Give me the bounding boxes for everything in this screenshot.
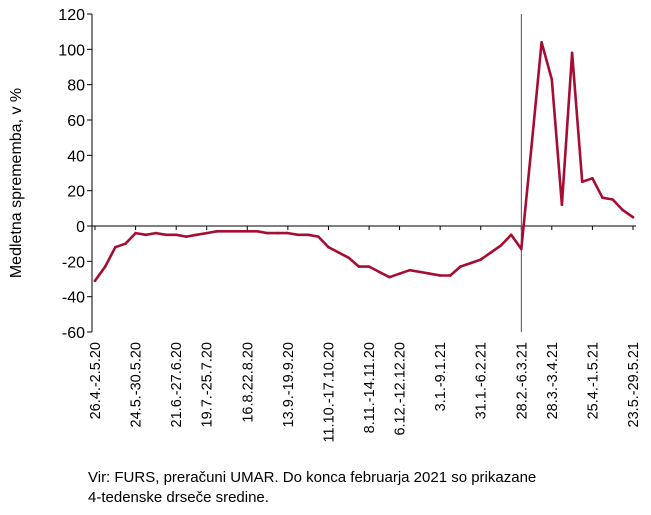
- y-tick-label: -40: [62, 290, 85, 307]
- data-point: [398, 272, 401, 276]
- data-point: [357, 265, 361, 268]
- data-point: [479, 258, 483, 261]
- data-point: [276, 231, 280, 235]
- data-point: [530, 145, 533, 148]
- x-tick-label: 16.8.22.8.20: [240, 342, 256, 423]
- data-point: [388, 275, 391, 279]
- data-point: [317, 235, 320, 238]
- y-tick-label: 0: [76, 219, 85, 236]
- data-point: [459, 265, 462, 268]
- x-tick-label: 26.4.-2.5.20: [88, 342, 104, 419]
- data-point: [306, 233, 310, 237]
- data-point: [580, 180, 584, 184]
- x-tick-label: 28.2.-6.3.21: [514, 342, 530, 419]
- data-point: [327, 245, 330, 249]
- y-axis: 120 100 80 60 40 20 0 -20 -40 -60: [58, 7, 93, 342]
- data-point: [256, 230, 259, 233]
- data-point: [591, 177, 594, 180]
- data-point: [469, 261, 472, 265]
- x-tick-label: 13.9.-19.9.20: [281, 342, 297, 427]
- x-tick-label: 31.1.-6.2.21: [474, 342, 490, 419]
- x-tick-label: 28.3.-3.4.21: [545, 342, 561, 419]
- data-point: [154, 231, 158, 235]
- data-point: [367, 265, 371, 268]
- y-tick-label: -60: [62, 325, 85, 342]
- x-tick-label: 24.5.-30.5.20: [129, 342, 145, 427]
- data-point: [235, 230, 239, 233]
- y-tick-label: 20: [67, 184, 85, 201]
- data-point: [124, 242, 127, 245]
- line-chart: 120 100 80 60 40 20 0 -20 -40 -60 26.4.-2.5.20 24.…: [8, 7, 642, 443]
- data-point: [601, 196, 604, 199]
- data-point: [164, 233, 168, 237]
- data-point: [499, 244, 503, 247]
- x-tick-label: 11.10.-17.10.20: [321, 342, 337, 443]
- data-point: [246, 230, 249, 233]
- data-point: [286, 231, 290, 235]
- x-tick-label: 8.11.-14.11.20: [362, 342, 378, 433]
- data-point: [377, 270, 381, 274]
- x-tick-label: 6.12.-12.12.20: [393, 342, 409, 436]
- data-point: [520, 247, 523, 251]
- y-tick-label: 120: [58, 7, 85, 24]
- data-point: [408, 268, 412, 272]
- data-point: [195, 233, 198, 237]
- data-point: [489, 251, 493, 254]
- data-point: [114, 245, 117, 249]
- data-point: [144, 233, 148, 237]
- footnote-line-2: 4-tedenske drseče sredine.: [88, 489, 269, 506]
- x-axis: 26.4.-2.5.20 24.5.-30.5.20 21.6.-27.6.20 19…: [88, 225, 642, 443]
- data-point: [540, 41, 543, 44]
- data-point: [550, 78, 554, 81]
- data-point: [337, 251, 340, 254]
- data-point: [225, 230, 229, 233]
- data-point: [205, 231, 208, 235]
- data-point: [134, 231, 137, 235]
- data-point: [215, 230, 219, 233]
- y-axis-label: Medletna sprememba, v %: [8, 88, 25, 278]
- data-point: [570, 51, 574, 55]
- data-point: [509, 233, 513, 237]
- y-tick-label: 100: [58, 42, 85, 59]
- data-point: [438, 274, 442, 277]
- x-tick-label: 23.5.-29.5.21: [626, 342, 642, 427]
- data-point: [560, 203, 564, 207]
- data-point: [296, 233, 300, 237]
- data-point: [418, 270, 422, 274]
- data-point: [611, 198, 614, 201]
- y-tick-label: 60: [67, 113, 85, 130]
- footnote-line-1: Vir: FURS, preračuni UMAR. Do konca febr…: [88, 469, 537, 486]
- data-point: [185, 235, 188, 238]
- data-point: [93, 279, 97, 283]
- series-line: [93, 40, 635, 283]
- x-tick-label: 25.4.-1.5.21: [585, 342, 601, 419]
- data-point: [174, 233, 178, 237]
- data-point: [103, 265, 107, 268]
- x-tick-label: 3.1.-9.1.21: [433, 342, 449, 411]
- y-tick-label: 40: [67, 148, 85, 165]
- data-point: [266, 231, 269, 235]
- y-tick-label: 80: [67, 78, 85, 95]
- data-point: [621, 208, 625, 212]
- data-point: [449, 274, 452, 277]
- series-group: [93, 40, 635, 283]
- x-tick-label: 19.7.-25.7.20: [200, 342, 216, 427]
- source-footnote: Vir: FURS, preračuni UMAR. Do konca febr…: [88, 468, 648, 508]
- y-tick-label: -20: [62, 254, 85, 271]
- data-point: [631, 215, 635, 219]
- data-point: [347, 256, 351, 260]
- x-tick-label: 21.6.-27.6.20: [169, 342, 185, 427]
- data-point: [428, 272, 432, 276]
